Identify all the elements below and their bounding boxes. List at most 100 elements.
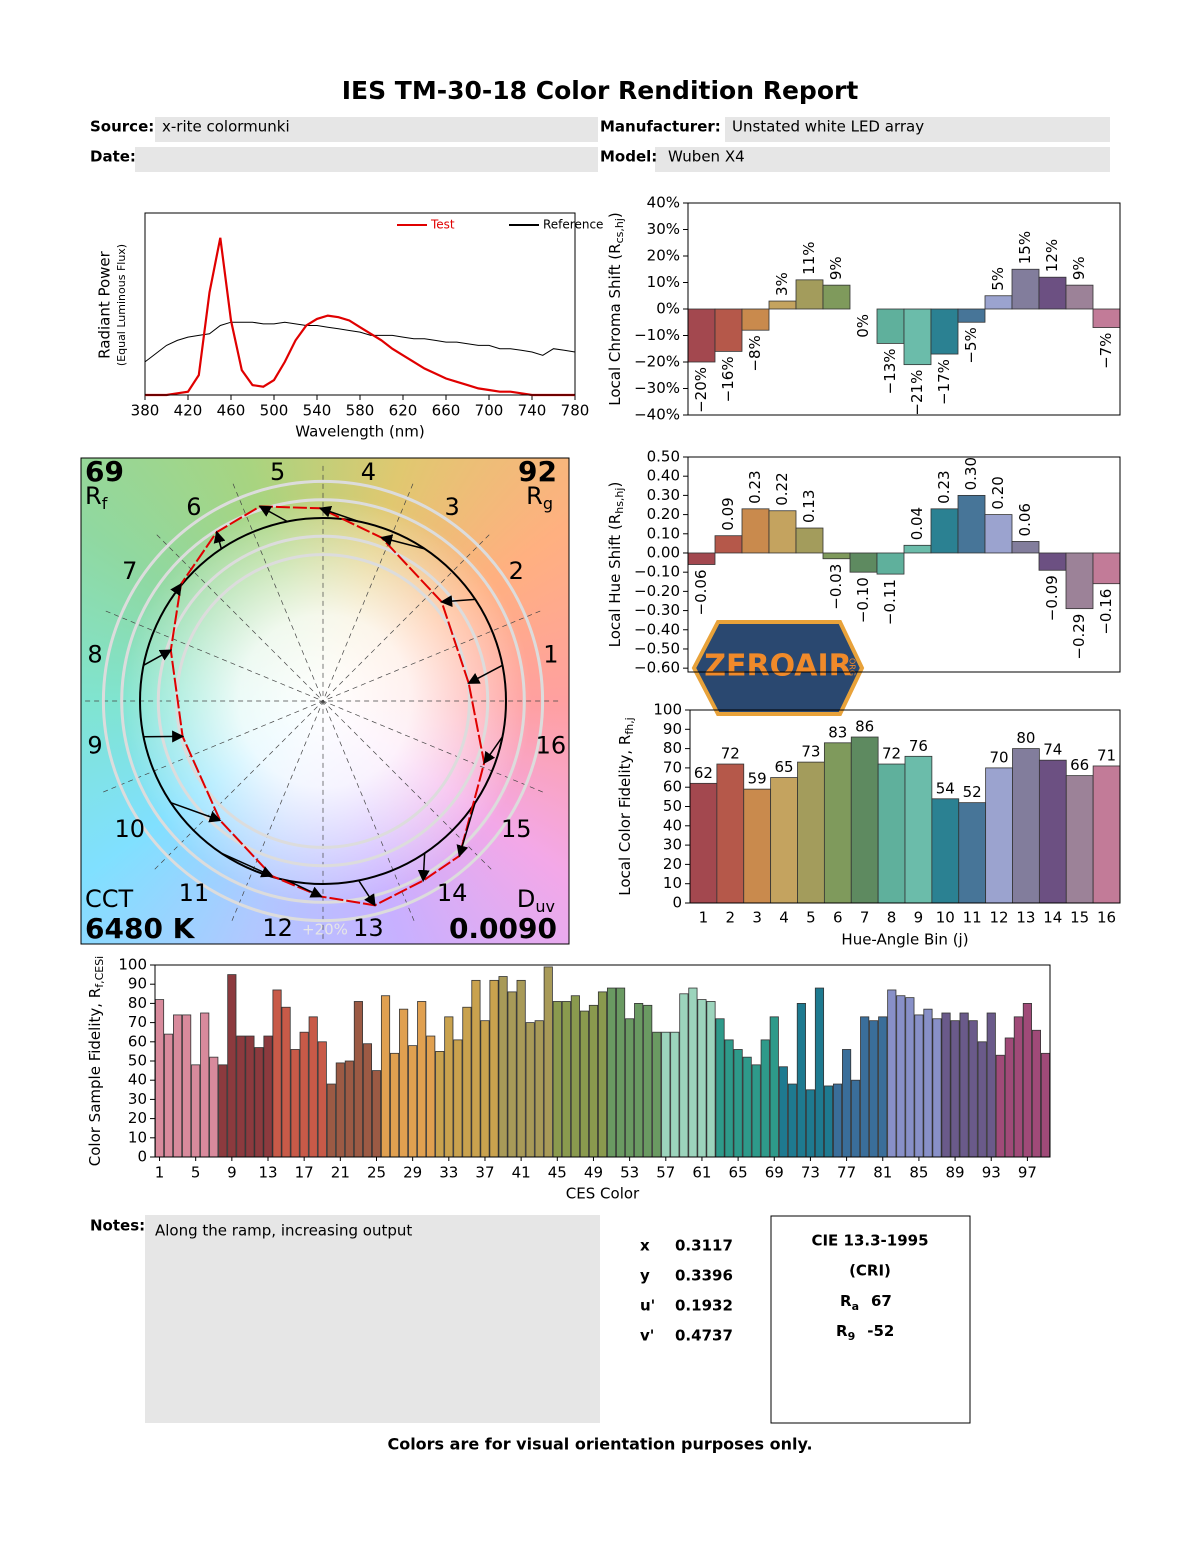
x-axis-label: Wavelength (nm) <box>295 423 425 441</box>
bar <box>832 1083 843 1158</box>
bar <box>507 991 517 1158</box>
value-label: −7% <box>1097 333 1115 369</box>
cri-box <box>770 1215 971 1424</box>
y-tick-label: 0.50 <box>647 448 680 466</box>
value-label: 86 <box>855 718 874 736</box>
duv-symbol: Duv <box>517 885 555 916</box>
bar <box>561 1001 571 1158</box>
bar <box>743 788 772 904</box>
ra-sub: a <box>852 1300 859 1313</box>
bar <box>851 1079 861 1158</box>
bin-label: 2 <box>509 557 524 585</box>
chromaticity-label: y <box>640 1267 650 1285</box>
bar <box>1065 775 1094 904</box>
ring-label: +20% <box>302 920 348 938</box>
cri-title: CIE 13.3-1995 <box>811 1232 928 1250</box>
shift-arrow <box>467 664 503 684</box>
shift-arrow <box>143 649 173 666</box>
chromaticity-value: 0.1932 <box>675 1297 733 1315</box>
bar <box>822 284 851 310</box>
chromaticity-label: v' <box>640 1327 654 1345</box>
bin-label: 4 <box>361 458 376 486</box>
logo-sub: ORG <box>848 658 857 676</box>
bar <box>950 1020 960 1158</box>
shift-arrow <box>170 801 222 823</box>
bar <box>768 300 797 310</box>
y-axis-label: Color Sample Fidelity, Rf,CESi <box>86 956 107 1167</box>
shift-arrow <box>483 736 504 765</box>
bar <box>878 1016 888 1158</box>
bar <box>814 987 825 1158</box>
bar <box>516 979 526 1158</box>
bar <box>254 1047 264 1158</box>
value-label: 73 <box>801 743 820 761</box>
bar <box>822 552 851 560</box>
shift-arrow <box>221 852 274 878</box>
y-tick-label: 10 <box>663 874 682 892</box>
x-tick-label: 8 <box>887 909 897 927</box>
bar <box>408 1045 418 1158</box>
bar <box>200 1012 210 1158</box>
bar <box>805 1089 815 1158</box>
x-tick-label: 14 <box>1043 909 1062 927</box>
chromaticity-label: u' <box>640 1297 655 1315</box>
bar <box>1040 1052 1051 1158</box>
value-label: 52 <box>963 783 982 801</box>
bar <box>957 494 986 554</box>
bin-label: 8 <box>87 641 102 669</box>
bar <box>984 295 1013 310</box>
x-tick-label: 1 <box>155 1164 165 1182</box>
value-label: 0.30 <box>962 457 980 490</box>
x-tick-label: 13 <box>1016 909 1035 927</box>
y-tick-label: 20 <box>128 1109 147 1127</box>
rf-symbol-sub: f <box>102 494 108 513</box>
bar <box>191 1064 201 1158</box>
bar <box>742 1056 752 1158</box>
y-tick-label: 0.30 <box>647 486 680 504</box>
value-label: −0.10 <box>854 577 872 623</box>
bar <box>958 802 987 904</box>
value-label: 66 <box>1070 756 1089 774</box>
bar <box>679 993 689 1158</box>
rf-symbol: Rf <box>85 482 108 513</box>
bar <box>154 999 165 1158</box>
x-tick-label: 380 <box>131 402 160 420</box>
bar <box>877 763 906 904</box>
bar <box>263 1035 273 1158</box>
value-label: −0.06 <box>692 570 710 616</box>
rg-symbol: Rg <box>526 482 553 513</box>
vector-graphic-frame <box>80 457 570 945</box>
y-axis-label-end: ) <box>606 482 624 488</box>
x-tick-label: 33 <box>439 1164 458 1182</box>
chromaticity-value: 0.3396 <box>675 1267 733 1285</box>
bar <box>914 1014 924 1158</box>
bar <box>968 1020 978 1158</box>
value-label: 70 <box>990 748 1009 766</box>
x-tick-label: 13 <box>258 1164 277 1182</box>
x-tick-label: 700 <box>475 402 504 420</box>
y-tick-label: 40 <box>128 1071 147 1089</box>
y-axis-label-sub: fh,j <box>623 717 636 734</box>
bar <box>941 1012 951 1158</box>
bar <box>977 1041 987 1158</box>
value-label: −16% <box>719 356 737 402</box>
x-tick-label: 17 <box>295 1164 314 1182</box>
x-tick-label: 16 <box>1097 909 1116 927</box>
y-tick-label: 70 <box>663 758 682 776</box>
bar <box>417 1001 427 1158</box>
y-tick-label: 90 <box>128 975 147 993</box>
bar <box>453 1039 463 1158</box>
bar <box>634 1003 644 1158</box>
value-label: 74 <box>1043 741 1062 759</box>
bar <box>714 308 743 352</box>
bar <box>787 1083 797 1158</box>
y-tick-label: −0.10 <box>634 563 680 581</box>
value-label: −0.11 <box>881 579 899 625</box>
bar <box>272 989 282 1158</box>
y-tick-label: 50 <box>663 797 682 815</box>
bar <box>887 989 897 1158</box>
y-tick-label: 70 <box>128 1013 147 1031</box>
bar <box>923 1008 933 1158</box>
bar <box>1092 552 1121 585</box>
r9-value: -52 <box>867 1322 894 1340</box>
